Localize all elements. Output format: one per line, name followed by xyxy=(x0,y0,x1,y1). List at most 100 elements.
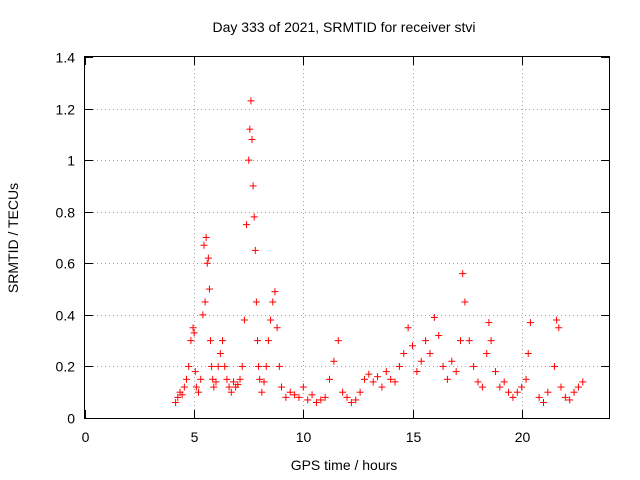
data-point xyxy=(256,375,264,383)
data-point xyxy=(518,383,526,391)
data-point xyxy=(439,362,447,370)
data-point xyxy=(374,373,382,381)
data-point xyxy=(203,259,211,267)
data-point xyxy=(291,391,299,399)
x-tick-label: 5 xyxy=(191,429,199,445)
data-point xyxy=(252,298,260,306)
data-point xyxy=(216,350,224,358)
data-point xyxy=(550,362,558,370)
data-point xyxy=(275,362,283,370)
data-point xyxy=(200,241,208,249)
y-tick-label: 1.4 xyxy=(56,50,76,66)
data-point xyxy=(483,350,491,358)
data-point xyxy=(487,337,495,345)
data-point xyxy=(382,368,390,376)
data-point xyxy=(570,388,578,396)
data-point xyxy=(526,319,534,327)
data-point xyxy=(544,388,552,396)
data-point xyxy=(207,337,215,345)
data-point xyxy=(579,378,587,386)
data-point xyxy=(199,311,207,319)
data-point xyxy=(470,362,478,370)
data-point xyxy=(192,383,200,391)
data-point xyxy=(249,182,257,190)
data-point xyxy=(255,362,263,370)
data-point xyxy=(500,378,508,386)
y-tick-label: 0.6 xyxy=(56,256,76,272)
data-point xyxy=(308,391,316,399)
x-tick-label: 0 xyxy=(82,429,90,445)
data-point xyxy=(561,393,569,401)
data-point xyxy=(524,350,532,358)
data-point xyxy=(258,388,266,396)
data-point xyxy=(286,388,294,396)
data-point xyxy=(264,337,272,345)
data-point xyxy=(172,399,180,407)
data-point xyxy=(245,156,253,164)
data-point xyxy=(566,396,574,404)
data-point xyxy=(299,383,307,391)
data-point xyxy=(278,383,285,391)
data-point xyxy=(426,350,434,358)
data-point xyxy=(201,298,209,306)
data-point xyxy=(400,350,408,358)
y-axis-label: SRMTID / TECUs xyxy=(5,183,21,293)
data-point xyxy=(321,393,329,401)
data-points xyxy=(172,97,587,407)
data-point xyxy=(378,383,386,391)
data-point xyxy=(210,383,218,391)
data-point xyxy=(457,337,465,345)
data-point xyxy=(430,313,438,321)
y-tick-label: 0.2 xyxy=(56,359,76,375)
data-point xyxy=(180,383,188,391)
data-point xyxy=(461,298,469,306)
data-point xyxy=(347,399,355,407)
data-point xyxy=(174,393,182,401)
data-point xyxy=(205,285,213,293)
data-point xyxy=(365,370,373,378)
data-point xyxy=(250,213,258,221)
data-point xyxy=(247,97,255,105)
data-point xyxy=(417,357,425,365)
data-point xyxy=(330,357,338,365)
data-point xyxy=(360,375,368,383)
y-tick-label: 0.4 xyxy=(56,308,76,324)
data-point xyxy=(251,246,259,254)
data-point xyxy=(191,368,199,376)
data-point xyxy=(185,362,193,370)
data-point xyxy=(409,342,416,350)
x-tick-label: 15 xyxy=(406,429,422,445)
data-point xyxy=(478,383,486,391)
data-point xyxy=(183,375,191,383)
data-point xyxy=(178,391,186,399)
data-point xyxy=(356,388,364,396)
data-point xyxy=(404,324,412,332)
data-point xyxy=(282,393,290,401)
x-axis-label: GPS time / hours xyxy=(291,457,398,473)
data-point xyxy=(452,368,460,376)
data-point xyxy=(491,368,499,376)
data-point xyxy=(522,375,530,383)
data-point xyxy=(204,254,212,262)
data-point xyxy=(260,378,268,386)
data-point xyxy=(208,362,216,370)
tick-labels: 0 0.2 0.4 0.6 0.8 1 1.2 1.4 0 5 10 15 20 xyxy=(56,50,531,446)
data-point xyxy=(387,375,395,383)
data-point xyxy=(422,337,430,345)
data-point xyxy=(187,337,195,345)
data-point xyxy=(496,383,504,391)
x-tick-label: 20 xyxy=(515,429,531,445)
plot-frame xyxy=(84,56,610,419)
data-point xyxy=(465,337,473,345)
data-point xyxy=(443,375,451,383)
grid-lines xyxy=(85,57,609,418)
chart-title: Day 333 of 2021, SRMTID for receiver stv… xyxy=(213,19,476,35)
data-point xyxy=(304,396,312,404)
data-point xyxy=(369,378,377,386)
data-point xyxy=(485,319,493,327)
data-point xyxy=(236,375,244,383)
data-point xyxy=(343,393,351,401)
data-point xyxy=(229,378,237,386)
data-point xyxy=(557,383,565,391)
